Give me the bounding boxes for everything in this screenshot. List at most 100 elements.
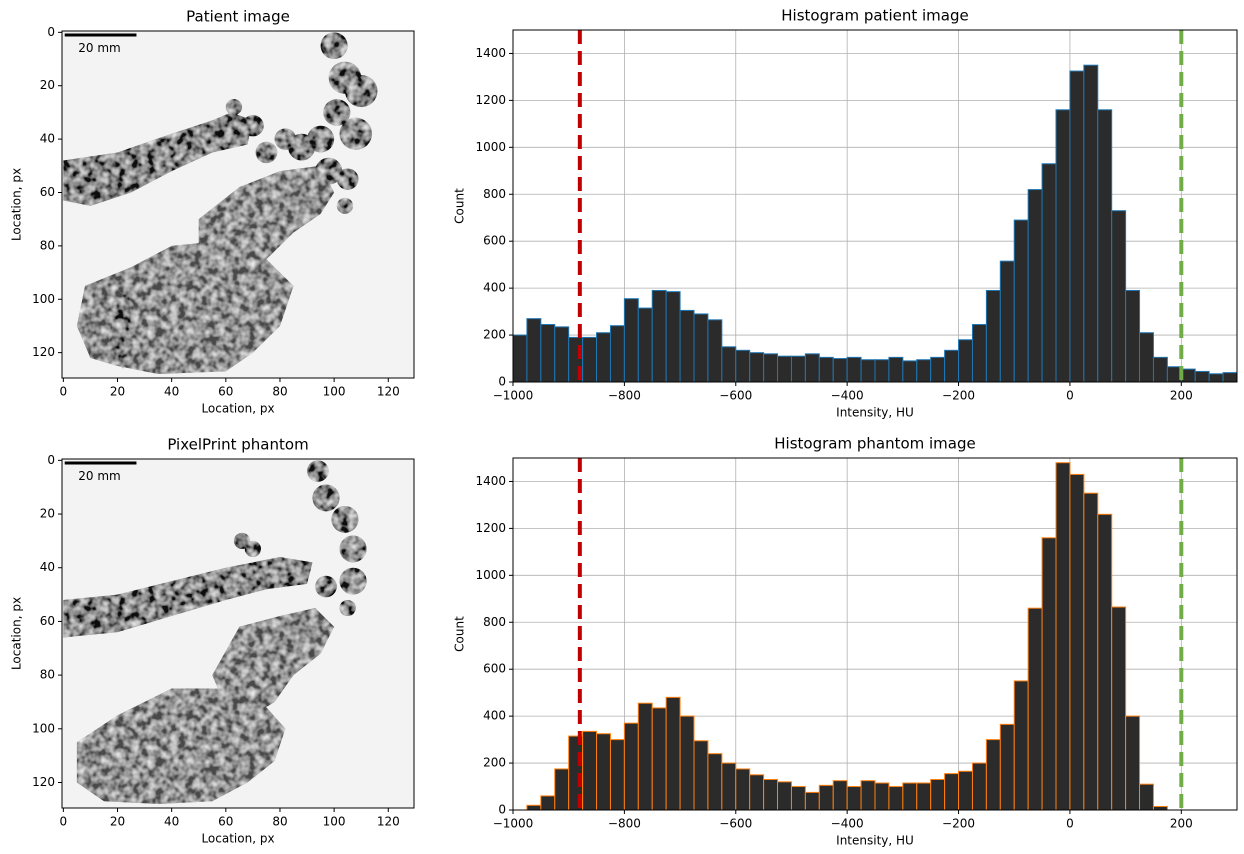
histogram-bar [1000,261,1014,382]
x-tick-label: 40 [164,385,179,399]
y-tick-label: 400 [483,281,506,295]
histogram-bar [945,774,959,810]
airway [345,75,377,107]
histogram-bar [1070,474,1084,810]
scale-label: 20 mm [78,469,120,483]
y-tick-label: 0 [47,25,55,39]
y-tick-label: 60 [40,614,55,628]
histogram-bar [680,310,694,382]
histogram-bar [513,335,527,382]
x-tick-label: −400 [831,389,864,403]
histogram-bar [1042,538,1056,810]
y-tick-label: 60 [40,185,55,199]
histogram-bar [833,781,847,810]
x-tick-label: 100 [323,385,346,399]
x-axis-label: Location, px [201,832,274,846]
y-tick-label: 40 [40,132,55,146]
histogram-bar [819,357,833,382]
y-tick-label: 1400 [475,46,506,60]
histogram-bar [722,763,736,810]
x-tick-label: −600 [719,817,752,831]
histogram-bar [1084,65,1098,382]
histogram-bar [1098,514,1112,810]
y-tick-label: 800 [483,187,506,201]
x-tick-label: 100 [323,815,346,829]
histogram-bar [1014,220,1028,382]
histogram-bar [736,769,750,810]
histogram-bar [638,703,652,810]
histogram-bar [708,320,722,382]
histogram-bar [597,734,611,810]
histogram-bar [624,723,638,810]
airway [307,460,329,481]
histogram-bar [597,333,611,382]
histogram-bar [945,350,959,382]
y-tick-label: 20 [40,507,55,521]
histogram-bar [666,292,680,382]
y-axis-label: Location, px [10,597,24,670]
x-tick-label: 20 [110,385,125,399]
histogram-bar [1000,724,1014,810]
y-tick-label: 600 [483,662,506,676]
histogram-bar [1014,681,1028,810]
histogram-bar [555,769,569,810]
histogram-bar [917,360,931,382]
y-tick-label: 400 [483,709,506,723]
y-tick-label: 0 [47,453,55,467]
histogram-bar [1112,211,1126,382]
histogram-bar [903,783,917,810]
histogram-bar [583,337,597,382]
x-axis-label: Intensity, HU [836,406,914,420]
histogram-bar [778,356,792,382]
x-tick-label: −1000 [493,817,534,831]
y-axis-label: Count [453,616,467,652]
histogram-bar [875,783,889,810]
histogram-bar [1167,367,1181,382]
y-tick-label: 200 [483,756,506,770]
y-tick-label: 1000 [475,140,506,154]
x-tick-label: 40 [164,815,179,829]
x-tick-label: −1000 [493,389,534,403]
histogram-bar [1042,164,1056,382]
histogram-bar [861,781,875,810]
histogram-bar [1112,607,1126,810]
histogram-bar [652,708,666,810]
histogram-bar [875,360,889,382]
airway [340,118,372,150]
x-tick-label: 0 [60,815,68,829]
histogram-bar [986,290,1000,382]
airway [340,600,356,616]
scale-label: 20 mm [78,41,120,55]
y-tick-label: 40 [40,560,55,574]
airway [337,168,359,189]
histogram-bar [1070,71,1084,382]
airway [340,536,367,563]
histogram-bar [541,796,555,810]
y-tick-label: 100 [32,292,55,306]
airway [242,115,264,136]
airway [315,576,337,597]
chart-title: Patient image [186,8,290,26]
histogram-bar [1195,371,1209,382]
histogram-bar [1209,374,1223,382]
histogram-bar [1056,110,1070,382]
histogram-bar [833,359,847,382]
histogram-bar [736,350,750,382]
histogram-bar [986,740,1000,810]
x-tick-label: −600 [719,389,752,403]
x-tick-label: −200 [942,817,975,831]
histogram-bar [959,771,973,810]
histogram-bar [1223,373,1237,382]
histogram-bar [694,741,708,810]
y-tick-label: 600 [483,234,506,248]
histogram-bar [1056,463,1070,810]
x-tick-label: 0 [1066,817,1074,831]
histogram-bar [931,357,945,382]
histogram-bar [931,779,945,810]
histogram-bar [638,308,652,382]
x-tick-label: −400 [831,817,864,831]
airway [256,142,278,163]
histogram-bar [583,731,597,810]
x-tick-label: −200 [942,389,975,403]
x-tick-label: 0 [1066,389,1074,403]
